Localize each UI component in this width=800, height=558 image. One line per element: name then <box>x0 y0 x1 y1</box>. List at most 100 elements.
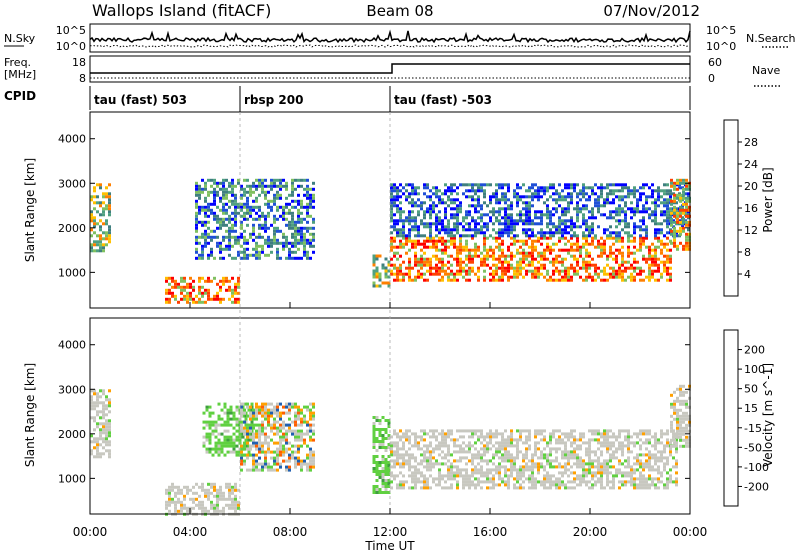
y-tick-label: 4000 <box>58 133 86 146</box>
heatmap-cell <box>429 468 432 471</box>
heatmap-cell <box>564 222 567 225</box>
heatmap-cell <box>679 430 682 433</box>
heatmap-cell <box>218 454 221 457</box>
heatmap-cell <box>621 246 624 249</box>
heatmap-cell <box>438 195 441 198</box>
heatmap-cell <box>651 270 654 273</box>
freq-right-tick-top: 60 <box>708 56 722 69</box>
heatmap-cell <box>618 471 621 474</box>
heatmap-cell <box>540 483 543 486</box>
heatmap-cell <box>657 264 660 267</box>
heatmap-cell <box>230 442 233 445</box>
heatmap-cell <box>525 204 528 207</box>
heatmap-cell <box>462 276 465 279</box>
heatmap-cell <box>597 195 600 198</box>
heatmap-cell <box>477 198 480 201</box>
heatmap-cell <box>385 449 388 452</box>
heatmap-cell <box>396 453 399 456</box>
heatmap-cell <box>510 459 513 462</box>
heatmap-cell <box>435 483 438 486</box>
heatmap-cell <box>450 201 453 204</box>
colorbar-tick-label: 12 <box>744 224 758 237</box>
noise-left-tick-bottom: 10^0 <box>56 40 86 53</box>
heatmap-cell <box>382 461 385 464</box>
heatmap-cell <box>543 477 546 480</box>
heatmap-cell <box>276 227 279 230</box>
heatmap-cell <box>297 415 300 418</box>
heatmap-cell <box>468 210 471 213</box>
heatmap-cell <box>243 463 246 466</box>
heatmap-cell <box>525 453 528 456</box>
heatmap-cell <box>414 456 417 459</box>
heatmap-cell <box>540 264 543 267</box>
heatmap-cell <box>531 261 534 264</box>
heatmap-cell <box>474 228 477 231</box>
heatmap-cell <box>561 474 564 477</box>
heatmap-cell <box>591 279 594 282</box>
heatmap-cell <box>96 413 99 416</box>
heatmap-cell <box>246 403 249 406</box>
heatmap-cell <box>246 254 249 257</box>
heatmap-cell <box>516 270 519 273</box>
heatmap-cell <box>621 480 624 483</box>
heatmap-cell <box>489 219 492 222</box>
heatmap-cell <box>504 447 507 450</box>
heatmap-cell <box>264 194 267 197</box>
heatmap-cell <box>456 468 459 471</box>
heatmap-cell <box>534 480 537 483</box>
heatmap-cell <box>376 470 379 473</box>
heatmap-cell <box>519 240 522 243</box>
heatmap-cell <box>673 239 676 242</box>
heatmap-cell <box>309 430 312 433</box>
heatmap-cell <box>255 448 258 451</box>
heatmap-cell <box>564 213 567 216</box>
heatmap-cell <box>408 465 411 468</box>
heatmap-cell <box>639 432 642 435</box>
heatmap-cell <box>636 459 639 462</box>
heatmap-cell <box>441 192 444 195</box>
colorbar-frame <box>724 330 738 506</box>
heatmap-cell <box>624 435 627 438</box>
heatmap-cell <box>222 209 225 212</box>
heatmap-cell <box>682 418 685 421</box>
heatmap-cell <box>627 456 630 459</box>
heatmap-cell <box>255 403 258 406</box>
heatmap-cell <box>285 239 288 242</box>
heatmap-cell <box>405 243 408 246</box>
heatmap-cell <box>228 227 231 230</box>
heatmap-cell <box>673 433 676 436</box>
heatmap-cell <box>474 429 477 432</box>
heatmap-cell <box>654 438 657 441</box>
heatmap-cell <box>373 264 376 267</box>
heatmap-cell <box>645 438 648 441</box>
heatmap-cell <box>186 283 189 286</box>
heatmap-cell <box>297 227 300 230</box>
heatmap-cell <box>309 415 312 418</box>
heatmap-cell <box>376 270 379 273</box>
heatmap-cell <box>633 195 636 198</box>
heatmap-cell <box>294 424 297 427</box>
heatmap-cell <box>618 273 621 276</box>
heatmap-cell <box>195 221 198 224</box>
heatmap-cell <box>93 207 96 210</box>
heatmap-cell <box>618 267 621 270</box>
heatmap-cell <box>402 441 405 444</box>
heatmap-cell <box>519 438 522 441</box>
heatmap-cell <box>627 225 630 228</box>
heatmap-cell <box>246 239 249 242</box>
heatmap-cell <box>402 276 405 279</box>
heatmap-cell <box>165 298 168 301</box>
heatmap-cell <box>222 492 225 495</box>
heatmap-cell <box>679 445 682 448</box>
heatmap-cell <box>261 427 264 430</box>
heatmap-cell <box>594 450 597 453</box>
heatmap-cell <box>379 461 382 464</box>
heatmap-cell <box>270 412 273 415</box>
heatmap-cell <box>201 206 204 209</box>
heatmap-cell <box>576 258 579 261</box>
heatmap-cell <box>543 249 546 252</box>
heatmap-cell <box>294 406 297 409</box>
heatmap-cell <box>567 450 570 453</box>
heatmap-cell <box>673 215 676 218</box>
heatmap-cell <box>408 270 411 273</box>
